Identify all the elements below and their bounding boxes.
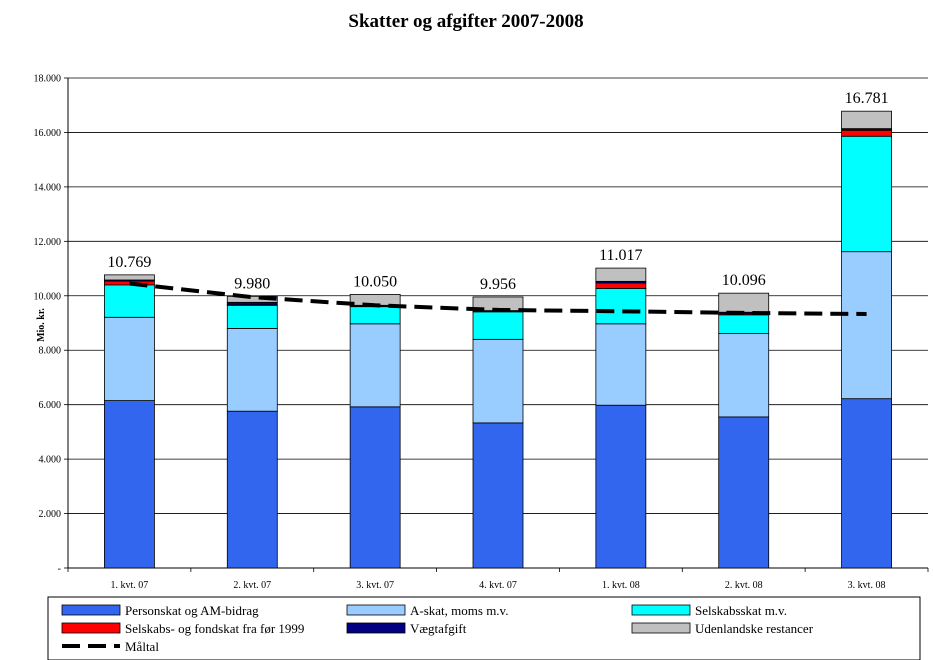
bar-segment [841, 251, 892, 400]
legend-box [47, 596, 921, 660]
y-tick-label: 4.000 [39, 455, 62, 466]
bar-segment [718, 314, 770, 335]
legend-label: Selskabs- og fondskat fra før 1999 [125, 621, 304, 636]
bar-segment [104, 400, 155, 569]
x-tick-label: 2. kvt. 07 [233, 580, 271, 591]
y-tick-label: - [58, 564, 61, 575]
bar-segment [718, 292, 770, 313]
legend-label: Måltal [125, 639, 159, 654]
maaltal-line [129, 281, 867, 317]
bar-segment [595, 404, 647, 569]
total-label: 10.050 [353, 273, 397, 290]
bar-segment [349, 323, 401, 408]
legend-label: Selskabsskat m.v. [695, 603, 787, 618]
bar-segment [226, 295, 278, 303]
y-tick-label: 8.000 [39, 346, 62, 357]
bar-segment [718, 333, 770, 418]
legend-swatch [631, 604, 691, 616]
bar-segment [595, 267, 647, 282]
bar-segment [226, 328, 278, 412]
y-tick-label: 2.000 [39, 509, 62, 520]
total-label: 9.980 [234, 275, 270, 292]
x-tick-label: 3. kvt. 07 [356, 580, 394, 591]
bar-segment [595, 282, 647, 289]
x-tick-label: 4. kvt. 07 [479, 580, 517, 591]
y-tick-label: 14.000 [34, 182, 62, 193]
total-label: 10.769 [107, 254, 151, 271]
y-tick-label: 6.000 [39, 400, 62, 411]
bar-segment [226, 304, 278, 329]
chart-title: Skatter og afgifter 2007-2008 [348, 11, 583, 32]
x-tick-label: 1. kvt. 08 [602, 580, 640, 591]
total-label: 11.017 [599, 247, 642, 264]
y-tick-label: 16.000 [34, 128, 62, 139]
bar-segment [349, 306, 401, 325]
y-axis-label: Mio. kr. [36, 308, 47, 342]
bar-segment [472, 422, 524, 569]
bar-segment [104, 316, 155, 401]
legend-label: Udenlandske restancer [695, 621, 814, 636]
legend-swatch [61, 622, 121, 634]
legend-label: A-skat, moms m.v. [410, 603, 508, 618]
bar-segment [841, 110, 892, 130]
bar-segment [349, 406, 401, 569]
x-tick-label: 1. kvt. 07 [111, 580, 149, 591]
bar-segment [841, 135, 892, 253]
bar-segment [841, 398, 892, 569]
y-tick-label: 10.000 [34, 291, 62, 302]
bar-segment [595, 288, 647, 325]
legend-label: Personskat og AM-bidrag [125, 603, 259, 618]
legend: Personskat og AM-bidrag A-skat, moms m.v.… [47, 596, 921, 660]
bar-segment [226, 410, 278, 569]
bar-segment [472, 311, 524, 340]
bar-segment [104, 284, 155, 318]
bar-segment [595, 323, 647, 406]
bar-segment [841, 129, 892, 137]
total-label: 16.781 [845, 90, 889, 107]
legend-swatch [346, 604, 406, 616]
total-label: 9.956 [480, 276, 516, 293]
x-tick-label: 2. kvt. 08 [725, 580, 763, 591]
x-tick-label: 3. kvt. 08 [848, 580, 886, 591]
y-tick-label: 18.000 [34, 74, 62, 85]
legend-swatch [631, 622, 691, 634]
plot-area: - 2.000 4.000 6.000 8.000 10.000 12.000 14.000 1… [34, 74, 929, 591]
legend-swatch [346, 622, 406, 634]
legend-label: Vægtafgift [410, 621, 467, 636]
y-tick-label: 12.000 [34, 237, 62, 248]
bar-segment [718, 416, 770, 569]
legend-swatch [61, 604, 121, 616]
bar-segment [104, 274, 155, 281]
total-label: 10.096 [722, 272, 766, 289]
bar-segment [472, 338, 524, 424]
